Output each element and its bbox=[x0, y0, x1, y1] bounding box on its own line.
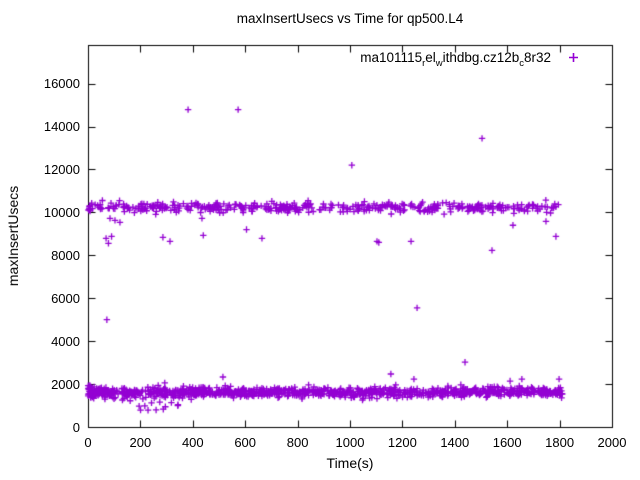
y-tick-label: 14000 bbox=[43, 119, 80, 135]
x-tick-label: 200 bbox=[129, 435, 152, 450]
legend-label-subscript: w bbox=[435, 57, 443, 69]
legend-label-subscript: r bbox=[422, 57, 426, 69]
x-tick-label: 0 bbox=[84, 435, 92, 450]
y-tick-label: 12000 bbox=[43, 161, 80, 177]
x-tick-label: 1200 bbox=[387, 435, 417, 450]
x-tick-label: 1600 bbox=[492, 435, 522, 450]
x-tick-label: 2000 bbox=[597, 435, 627, 450]
x-tick-label: 600 bbox=[234, 435, 257, 450]
legend-label-part: ma101115 bbox=[360, 50, 423, 65]
y-tick-label: 4000 bbox=[51, 333, 80, 349]
x-tick-label: 400 bbox=[181, 435, 204, 450]
y-tick-label: 0 bbox=[72, 419, 80, 435]
x-tick-label: 1400 bbox=[440, 435, 470, 450]
x-tick-label: 1000 bbox=[335, 435, 365, 450]
y-tick-label: 8000 bbox=[51, 247, 80, 263]
legend-label: ma101115relwithdbg.cz12bc8r32 bbox=[360, 50, 551, 69]
legend-label-part: 8r32 bbox=[523, 50, 551, 65]
y-tick-label: 2000 bbox=[51, 376, 80, 392]
legend-label-subscript: c bbox=[519, 57, 524, 69]
legend-label-part: el bbox=[425, 50, 436, 65]
legend: ma101115relwithdbg.cz12bc8r32 bbox=[360, 50, 579, 69]
legend-label-part: ithdbg.cz12b bbox=[442, 50, 520, 65]
legend-plus-marker-icon bbox=[568, 52, 579, 63]
chart-title: maxInsertUsecs vs Time for qp500.L4 bbox=[236, 11, 464, 26]
x-tick-label: 1800 bbox=[545, 435, 575, 450]
x-tick-label: 800 bbox=[286, 435, 309, 450]
y-tick-label: 10000 bbox=[43, 204, 80, 220]
x-axis-label: Time(s) bbox=[326, 455, 374, 471]
y-axis-label-text: maxInsertUsecs bbox=[5, 185, 21, 287]
y-tick-label: 6000 bbox=[51, 290, 80, 306]
y-tick-label: 16000 bbox=[43, 76, 80, 92]
